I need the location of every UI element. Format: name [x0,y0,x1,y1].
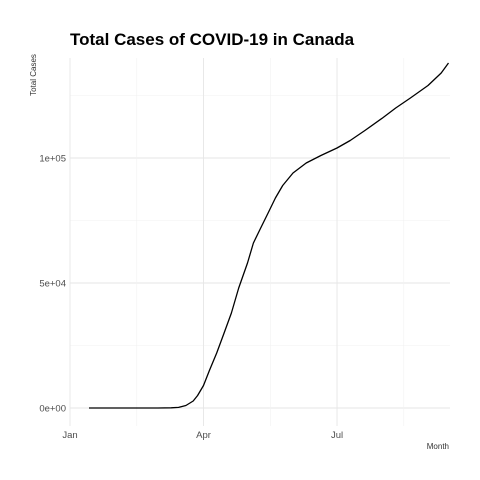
series-line-total-cases [89,62,450,409]
y-axis-label: Total Cases [29,54,38,96]
chart-title: Total Cases of COVID-19 in Canada [70,30,355,49]
x-tick-label: Jul [331,430,343,441]
x-axis-label: Month [427,442,449,451]
y-tick-label: 1e+05 [39,154,66,165]
y-tick-label: 5e+04 [39,279,66,290]
grid [69,58,450,426]
x-tick-label: Jan [62,430,77,441]
y-tick-label: 0e+00 [39,404,66,415]
x-tick-label: Apr [196,430,211,441]
x-tick-labels: Jan Apr Jul [62,430,343,441]
y-tick-labels: 0e+00 5e+04 1e+05 [39,154,66,415]
